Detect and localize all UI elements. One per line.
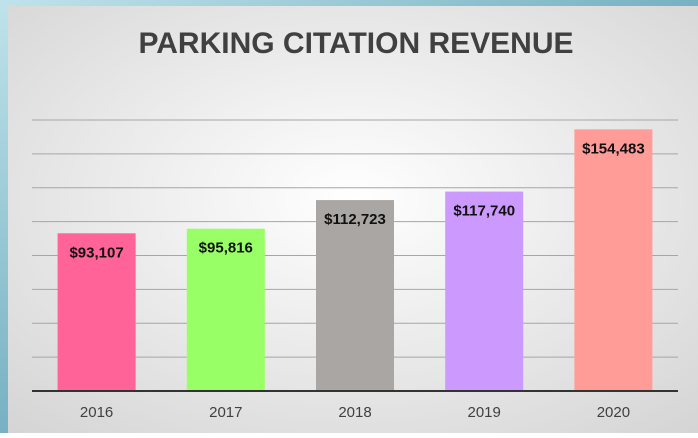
x-tick-label: 2018 — [338, 404, 371, 421]
x-tick-label: 2017 — [209, 404, 242, 421]
x-tick-label: 2019 — [468, 404, 501, 421]
value-label: $112,723 — [324, 211, 386, 228]
bar — [316, 200, 394, 391]
value-label: $117,740 — [453, 203, 515, 220]
bar — [574, 129, 653, 391]
x-tick-label: 2016 — [80, 404, 113, 421]
value-label: $154,483 — [582, 140, 645, 157]
bar — [57, 233, 136, 391]
bar — [445, 191, 524, 391]
x-tick-label: 2020 — [597, 404, 630, 421]
bar — [186, 228, 265, 391]
value-label: $93,107 — [69, 244, 123, 261]
chart-title: PARKING CITATION REVENUE — [138, 27, 573, 60]
value-label: $95,816 — [199, 240, 253, 257]
